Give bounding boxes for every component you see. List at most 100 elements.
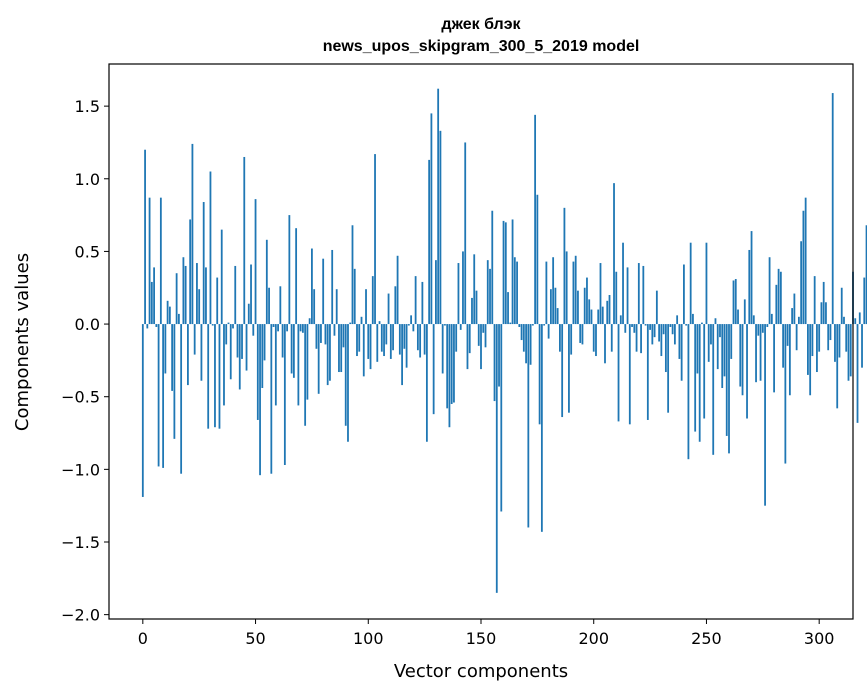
bar-189 xyxy=(568,324,570,413)
bar-258 xyxy=(723,324,726,377)
bar-232 xyxy=(664,324,667,373)
bar-255 xyxy=(716,324,719,370)
x-axis-label: Vector components xyxy=(394,661,568,682)
bar-71 xyxy=(301,324,304,333)
bar-212 xyxy=(619,315,622,325)
bar-310 xyxy=(840,287,843,325)
bar-208 xyxy=(610,324,613,352)
bar-280 xyxy=(773,324,775,393)
bar-241 xyxy=(685,324,688,326)
bar-121 xyxy=(414,276,417,325)
bar-102 xyxy=(371,276,374,325)
bar-211 xyxy=(617,324,620,422)
bar-133 xyxy=(441,324,444,374)
bar-312 xyxy=(845,324,848,352)
bar-129 xyxy=(432,324,435,415)
bar-165 xyxy=(513,257,516,325)
bar-65 xyxy=(288,215,291,325)
y-tick-label: −1.0 xyxy=(61,460,100,479)
bar-226 xyxy=(651,324,654,345)
bar-8 xyxy=(159,197,162,325)
bar-61 xyxy=(279,286,282,325)
bar-127 xyxy=(428,159,431,325)
bar-302 xyxy=(822,281,825,325)
bar-88 xyxy=(340,324,343,373)
bar-249 xyxy=(703,324,706,419)
bar-273 xyxy=(757,324,760,336)
bar-16 xyxy=(177,313,180,325)
bar-308 xyxy=(836,324,839,409)
bar-78 xyxy=(317,324,320,394)
bar-106 xyxy=(380,324,383,352)
bar-305 xyxy=(829,324,832,341)
x-axis-ticks: 0 50 100 150 200 250 300 xyxy=(138,619,835,648)
bar-152 xyxy=(484,324,487,348)
bar-311 xyxy=(843,316,845,325)
bar-240 xyxy=(683,264,685,325)
bar-103 xyxy=(374,154,376,325)
bar-195 xyxy=(581,324,584,345)
bar-23 xyxy=(193,324,196,355)
bar-135 xyxy=(446,324,449,409)
bar-162 xyxy=(507,292,509,325)
bar-321 xyxy=(865,225,867,325)
bar-277 xyxy=(766,324,769,327)
bar-82 xyxy=(326,324,329,386)
bar-63 xyxy=(283,324,286,465)
bar-30 xyxy=(209,171,212,325)
bar-12 xyxy=(168,306,171,325)
bar-21 xyxy=(189,219,192,325)
bar-188 xyxy=(565,251,568,325)
bar-197 xyxy=(586,277,588,325)
bar-239 xyxy=(680,324,683,381)
bar-233 xyxy=(667,324,670,413)
bar-279 xyxy=(770,313,773,325)
bar-171 xyxy=(527,324,530,528)
bar-79 xyxy=(320,324,322,343)
bar-36 xyxy=(223,324,225,406)
bar-94 xyxy=(353,268,356,325)
bar-292 xyxy=(800,241,803,325)
bar-204 xyxy=(601,306,604,325)
bar-7 xyxy=(157,324,160,467)
bar-99 xyxy=(365,289,367,325)
bar-286 xyxy=(786,324,789,346)
bar-169 xyxy=(522,324,525,352)
bar-229 xyxy=(658,324,661,342)
bar-223 xyxy=(644,324,647,326)
bar-289 xyxy=(793,293,796,325)
bar-214 xyxy=(624,324,627,333)
bar-67 xyxy=(292,324,295,378)
bar-191 xyxy=(572,261,575,325)
bar-306 xyxy=(831,93,834,325)
bar-110 xyxy=(389,324,392,359)
bar-45 xyxy=(243,156,246,325)
bar-86 xyxy=(335,289,338,325)
bar-32 xyxy=(214,324,216,428)
bar-17 xyxy=(180,324,183,474)
bar-183 xyxy=(554,287,557,325)
x-tick-label: 300 xyxy=(804,629,835,648)
bar-35 xyxy=(220,229,223,325)
bar-2 xyxy=(146,324,149,329)
bar-156 xyxy=(493,324,496,402)
bar-309 xyxy=(838,324,841,358)
bar-186 xyxy=(561,324,564,418)
bar-261 xyxy=(730,324,733,359)
bar-313 xyxy=(847,324,850,381)
plot-frame xyxy=(108,63,854,620)
bar-92 xyxy=(349,322,352,325)
bar-77 xyxy=(315,324,318,349)
bar-19 xyxy=(184,265,187,325)
bar-276 xyxy=(764,324,766,506)
bar-37 xyxy=(225,324,228,345)
bar-116 xyxy=(403,324,406,349)
bar-144 xyxy=(466,324,469,370)
bar-58 xyxy=(272,324,275,327)
chart-title-line-2: news_upos_skipgram_300_5_2019 model xyxy=(323,38,640,55)
bar-80 xyxy=(322,258,325,325)
bar-114 xyxy=(398,324,401,355)
bar-29 xyxy=(207,324,210,429)
bar-149 xyxy=(477,324,480,346)
